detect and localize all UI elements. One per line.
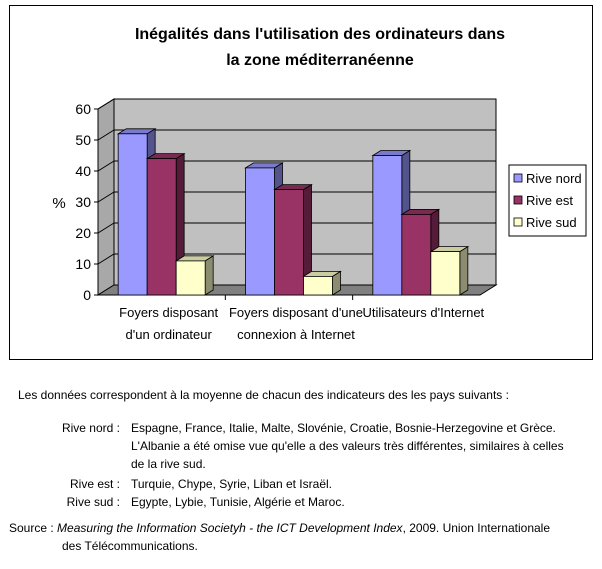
notes-label-rive-sud: Rive sud : <box>66 495 120 509</box>
bar <box>430 251 461 296</box>
source-title: Measuring the Information Societyh - the… <box>57 521 403 535</box>
y-axis-label: % <box>52 195 65 212</box>
x-tick-label: connexion à Internet <box>237 327 355 342</box>
bar <box>117 133 148 296</box>
legend-swatch <box>513 173 523 183</box>
legend-label: Rive nord <box>526 171 582 186</box>
notes-rive-nord-line2: L'Albanie a été omise vue qu'elle a des … <box>131 439 564 453</box>
y-tick-label: 50 <box>75 132 91 148</box>
notes-label-rive-nord: Rive nord : <box>61 421 120 435</box>
notes-rive-sud-line1: Egypte, Lybie, Tunisie, Algérie et Maroc… <box>131 495 345 509</box>
y-tick-label: 40 <box>75 163 91 179</box>
gridline-side <box>97 98 115 110</box>
notes-rive-nord-line1: Espagne, France, Italie, Malte, Slovénie… <box>131 421 556 435</box>
source-line1: Source : Measuring the Information Socie… <box>9 519 594 537</box>
bar-side <box>204 255 214 296</box>
chart-title-line1: Inégalités dans l'utilisation des ordina… <box>135 26 505 43</box>
y-tick-label: 10 <box>75 256 91 272</box>
gridline-side <box>97 253 115 265</box>
chart-frame: Inégalités dans l'utilisation des ordina… <box>9 5 593 360</box>
legend-label: Rive sud <box>526 215 577 230</box>
bar <box>274 189 304 296</box>
y-tick-label: 30 <box>75 194 91 210</box>
notes-label-rive-est: Rive est : <box>69 477 120 491</box>
bar <box>245 167 275 296</box>
legend-swatch <box>513 195 523 205</box>
notes-rive-est-line1: Turquie, Chype, Syrie, Liban et Israël. <box>131 477 332 491</box>
bar <box>372 155 403 296</box>
gridline-side <box>97 160 115 172</box>
chart-title-line2: la zone méditerranéenne <box>226 52 414 69</box>
gridline-side <box>97 222 115 234</box>
source-label: Source : <box>9 521 54 535</box>
bar <box>401 213 432 296</box>
legend-swatch <box>513 217 523 227</box>
y-tick-label: 0 <box>83 287 91 303</box>
bar-chart: Inégalités dans l'utilisation des ordina… <box>52 26 587 342</box>
y-tick-label: 20 <box>75 225 91 241</box>
x-tick-label: Foyers disposant d'une <box>229 305 363 320</box>
x-tick-label: Utilisateurs d'Internet <box>362 305 484 320</box>
x-tick-label: Foyers disposant <box>119 305 218 320</box>
x-tick-label: d'un ordinateur <box>126 327 213 342</box>
source-line2: des Télécommunications. <box>62 539 198 553</box>
legend-label: Rive est <box>526 193 573 208</box>
bar <box>175 260 206 296</box>
source-rest: , 2009. Union Internationale <box>402 521 551 535</box>
bar <box>146 158 177 296</box>
y-tick-label: 60 <box>75 101 91 117</box>
bar-side <box>459 245 469 296</box>
gridline-side <box>97 191 115 203</box>
bar <box>303 275 333 296</box>
notes-intro: Les données correspondent à la moyenne d… <box>18 388 509 402</box>
notes-rive-nord-line3: de la rive sud. <box>131 457 206 471</box>
gridline-side <box>97 129 115 141</box>
